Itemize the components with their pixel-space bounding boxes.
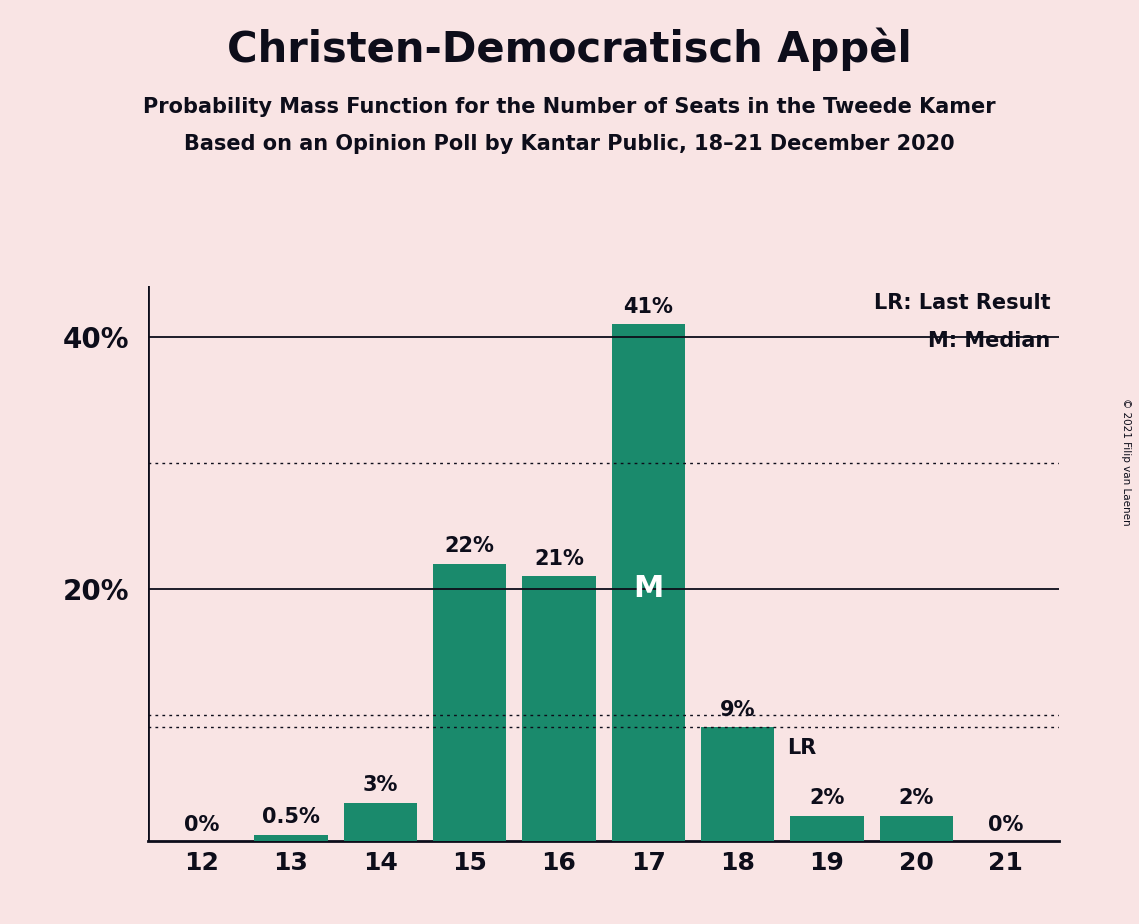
Bar: [612, 324, 685, 841]
Text: Christen-Democratisch Appèl: Christen-Democratisch Appèl: [227, 28, 912, 71]
Text: 0%: 0%: [185, 815, 220, 834]
Text: 9%: 9%: [720, 699, 755, 720]
Text: 2%: 2%: [899, 788, 934, 808]
Text: LR: Last Result: LR: Last Result: [874, 293, 1050, 312]
Text: 21%: 21%: [534, 549, 584, 568]
Bar: [344, 803, 417, 841]
Text: © 2021 Filip van Laenen: © 2021 Filip van Laenen: [1121, 398, 1131, 526]
Text: 41%: 41%: [623, 297, 673, 317]
Text: 22%: 22%: [444, 536, 494, 556]
Text: 0.5%: 0.5%: [262, 807, 320, 827]
Bar: [433, 564, 507, 841]
Bar: [700, 727, 775, 841]
Bar: [879, 816, 953, 841]
Text: 0%: 0%: [988, 815, 1023, 834]
Bar: [523, 577, 596, 841]
Text: M: Median: M: Median: [928, 331, 1050, 350]
Text: Based on an Opinion Poll by Kantar Public, 18–21 December 2020: Based on an Opinion Poll by Kantar Publi…: [185, 134, 954, 154]
Text: 3%: 3%: [362, 775, 398, 796]
Bar: [790, 816, 863, 841]
Text: M: M: [633, 575, 664, 603]
Text: 2%: 2%: [810, 788, 845, 808]
Text: Probability Mass Function for the Number of Seats in the Tweede Kamer: Probability Mass Function for the Number…: [144, 97, 995, 117]
Bar: [254, 834, 328, 841]
Text: LR: LR: [787, 737, 816, 758]
